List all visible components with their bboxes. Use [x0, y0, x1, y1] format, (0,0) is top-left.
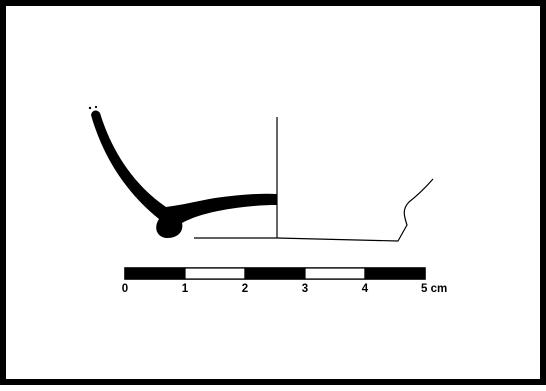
scale-label-4: 4	[362, 283, 369, 295]
scale-label-1: 1	[182, 283, 189, 295]
scale-segment-0	[124, 267, 186, 280]
scale-segment-1	[184, 267, 246, 280]
rim-wear-marks	[88, 105, 98, 110]
scale-label-0: 0	[122, 283, 128, 295]
scale-segment-3	[304, 267, 366, 280]
vessel-exterior-outline	[276, 178, 434, 242]
scale-label-3: 3	[302, 283, 308, 295]
vessel-section-profile	[91, 110, 277, 238]
scale-segment-2	[244, 267, 306, 280]
scale-label-5: 5 cm	[421, 283, 447, 295]
scale-segment-4	[364, 267, 426, 280]
scale-label-2: 2	[242, 283, 248, 295]
sherd-drawing: 0 1 2 3 4 5 cm	[88, 105, 447, 295]
scale-bar: 0 1 2 3 4 5 cm	[122, 267, 447, 295]
